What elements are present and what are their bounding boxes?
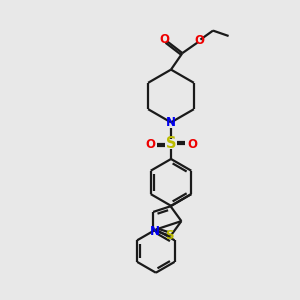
Text: S: S xyxy=(166,136,176,152)
Text: O: O xyxy=(145,137,155,151)
Text: O: O xyxy=(194,34,204,47)
Text: N: N xyxy=(150,225,160,238)
Text: O: O xyxy=(159,33,170,46)
Text: N: N xyxy=(166,116,176,129)
Text: O: O xyxy=(187,137,197,151)
Text: S: S xyxy=(165,230,173,242)
